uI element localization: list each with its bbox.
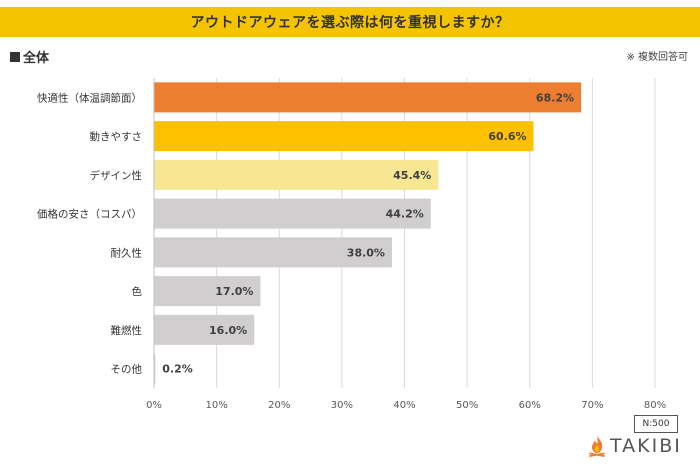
data-label: 16.0%: [209, 324, 247, 337]
category-label: 快適性（体温調節面）: [37, 91, 142, 104]
data-label: 60.6%: [488, 130, 526, 143]
data-label: 38.0%: [347, 246, 385, 259]
sample-size-box: N:500: [634, 415, 678, 433]
data-label: 17.0%: [215, 285, 253, 298]
x-tick-label: 60%: [519, 400, 541, 411]
bar: [154, 237, 392, 268]
bar: [154, 276, 261, 307]
bar: [154, 353, 156, 384]
bar: [154, 159, 439, 190]
category-label: 色: [132, 285, 143, 298]
data-label: 0.2%: [162, 363, 193, 376]
section-label: 全体: [10, 47, 49, 66]
category-label: 動きやすさ: [90, 130, 143, 143]
bar: [154, 198, 431, 229]
chart-title: アウトドアウェアを選ぶ際は何を重視しますか？: [0, 7, 700, 37]
x-tick-label: 40%: [393, 400, 415, 411]
category-label: 価格の安さ（コスパ）: [37, 208, 142, 221]
x-tick-label: 50%: [456, 400, 478, 411]
category-label: デザイン性: [90, 169, 143, 182]
bar: [154, 121, 534, 152]
data-label: 45.4%: [393, 169, 431, 182]
x-tick-label: 0%: [146, 400, 162, 411]
x-tick-label: 10%: [206, 400, 228, 411]
data-label: 44.2%: [386, 208, 424, 221]
x-tick-label: 30%: [331, 400, 353, 411]
multiple-answers-note: ※ 複数回答可: [626, 52, 688, 63]
brand-name: TAKIBI: [610, 435, 682, 457]
campfire-icon: [589, 436, 605, 457]
category-label: 難燃性: [111, 324, 143, 337]
x-tick-label: 80%: [644, 400, 666, 411]
bar: [154, 82, 582, 113]
section-label-text: 全体: [23, 51, 50, 66]
category-label: 耐久性: [111, 246, 143, 259]
brand-logo: TAKIBI: [588, 434, 682, 458]
x-tick-label: 70%: [581, 400, 603, 411]
data-label: 68.2%: [536, 91, 574, 104]
square-bullet-icon: [10, 51, 20, 62]
bar: [154, 314, 255, 345]
category-label: その他: [111, 363, 143, 376]
x-tick-label: 20%: [268, 400, 290, 411]
